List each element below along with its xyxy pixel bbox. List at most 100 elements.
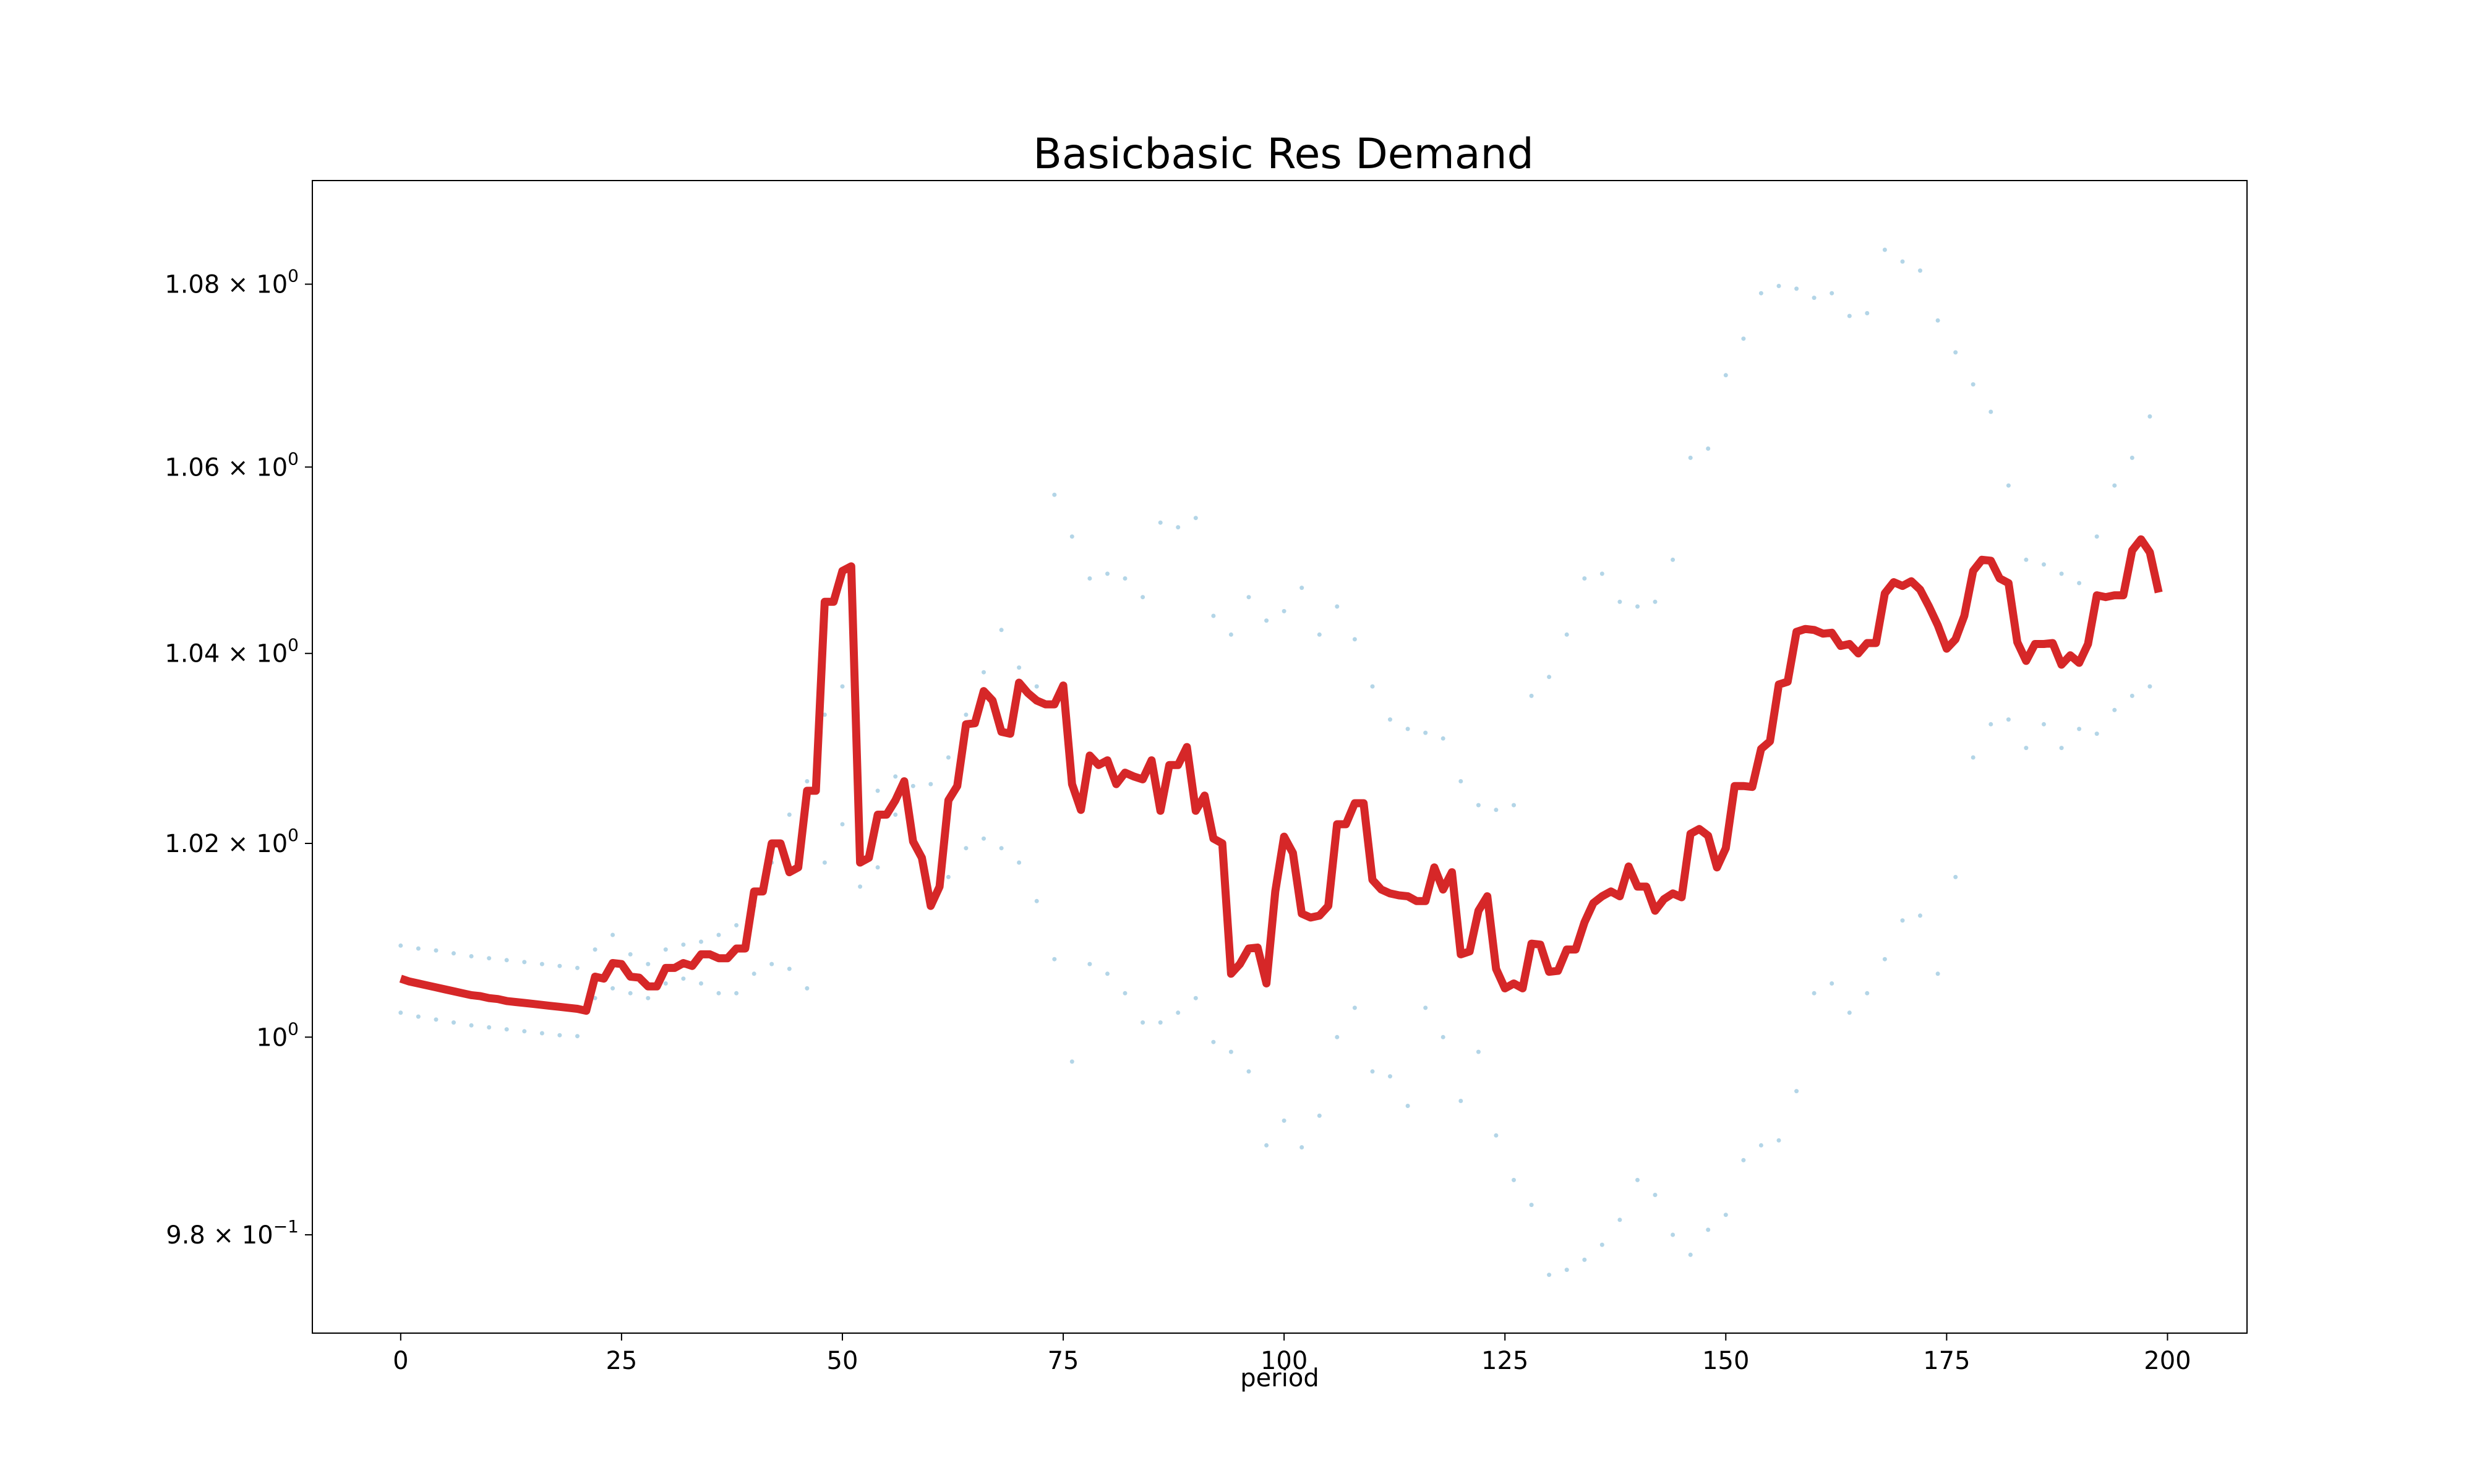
x-tick-label: 0 — [393, 1347, 408, 1375]
band-point — [1440, 1034, 1445, 1039]
band-point — [1953, 874, 1958, 879]
band-point — [1193, 996, 1198, 1000]
band-point — [1176, 1010, 1181, 1015]
band-point — [751, 971, 756, 976]
band-point — [1918, 913, 1922, 918]
band-point — [734, 991, 739, 996]
band-point — [1900, 259, 1905, 264]
band-point — [734, 923, 739, 927]
band-point — [1105, 571, 1110, 576]
band-point — [1069, 1059, 1074, 1064]
band-point — [1847, 313, 1852, 318]
band-point — [1335, 604, 1340, 609]
band-point — [1158, 1020, 1163, 1025]
band-point — [1299, 586, 1304, 591]
band-point — [858, 884, 863, 889]
band-point — [469, 1023, 474, 1028]
band-point — [1069, 534, 1074, 539]
band-point — [1317, 1113, 1322, 1118]
band-point — [2059, 571, 2064, 576]
x-tick-label: 25 — [606, 1347, 637, 1375]
band-point — [875, 788, 880, 793]
band-point — [1830, 981, 1834, 986]
band-point — [1458, 779, 1463, 783]
band-point — [2024, 557, 2029, 562]
band-point — [1141, 1020, 1145, 1025]
x-axis-label: period — [1240, 1364, 1319, 1392]
band-point — [1105, 971, 1110, 976]
band-point — [1246, 595, 1251, 600]
band-point — [893, 812, 898, 817]
band-point — [805, 779, 810, 783]
band-point — [610, 932, 615, 937]
band-point — [1706, 446, 1711, 451]
x-tick-label: 175 — [1923, 1347, 1970, 1375]
band-point — [1812, 991, 1817, 996]
band-point — [1123, 576, 1128, 581]
band-point — [1653, 599, 1658, 604]
band-point — [1582, 1257, 1587, 1262]
band-point — [2094, 731, 2099, 736]
band-point — [663, 947, 668, 952]
band-point — [1370, 684, 1375, 689]
band-point — [1794, 286, 1799, 291]
band-point — [1405, 1104, 1410, 1108]
band-point — [1847, 1010, 1852, 1015]
band-point — [539, 1031, 544, 1036]
band-point — [1211, 1039, 1216, 1044]
band-point — [1971, 755, 1975, 760]
band-point — [2094, 534, 2099, 539]
band-point — [1211, 613, 1216, 618]
band-point — [1599, 571, 1604, 576]
y-tick-label: 1.04 × 100 — [165, 635, 299, 668]
band-point — [910, 783, 915, 788]
band-point — [1017, 665, 1022, 670]
band-point — [1935, 318, 1940, 323]
band-series-2 — [398, 684, 2152, 1277]
band-point — [1776, 1138, 1781, 1143]
band-point — [2006, 483, 2011, 488]
band-point — [2024, 746, 2029, 751]
band-point — [681, 942, 686, 947]
band-point — [946, 874, 951, 879]
band-point — [1512, 803, 1516, 808]
y-axis-ticks: 9.8 × 10−1 100 1.02 × 100 1.04 × 100 1.06 × … — [165, 266, 312, 1250]
band-point — [1953, 350, 1958, 355]
band-point — [416, 946, 421, 951]
band-point — [982, 670, 986, 675]
band-point — [1865, 991, 1870, 996]
plot-frame — [312, 180, 2248, 1334]
band-point — [557, 1033, 562, 1038]
band-point — [1688, 455, 1693, 460]
band-point — [2006, 717, 2011, 722]
band-point — [575, 1034, 580, 1039]
band-point — [469, 954, 474, 958]
band-point — [1052, 957, 1057, 962]
band-point — [928, 782, 933, 787]
x-tick-label: 75 — [1048, 1347, 1079, 1375]
x-tick-label: 125 — [1481, 1347, 1528, 1375]
band-point — [646, 996, 651, 1000]
band-point — [1935, 971, 1940, 976]
band-point — [1688, 1252, 1693, 1257]
band-point — [504, 958, 509, 963]
band-point — [487, 956, 492, 961]
band-point — [1264, 1143, 1269, 1148]
band-point — [1706, 1227, 1711, 1232]
band-point — [1228, 1049, 1233, 1054]
band-point — [1476, 1049, 1481, 1054]
band-point — [1582, 576, 1587, 581]
band-point — [822, 860, 827, 865]
band-point — [1335, 1034, 1340, 1039]
band-point — [1141, 595, 1145, 600]
band-point — [1900, 918, 1905, 923]
band-point — [2112, 707, 2117, 712]
band-point — [1158, 520, 1163, 525]
band-point — [628, 991, 633, 996]
band-point — [1440, 736, 1445, 741]
band-point — [1635, 604, 1640, 609]
band-point — [1423, 730, 1428, 735]
band-point — [1988, 722, 1993, 727]
band-point — [1564, 1268, 1569, 1273]
